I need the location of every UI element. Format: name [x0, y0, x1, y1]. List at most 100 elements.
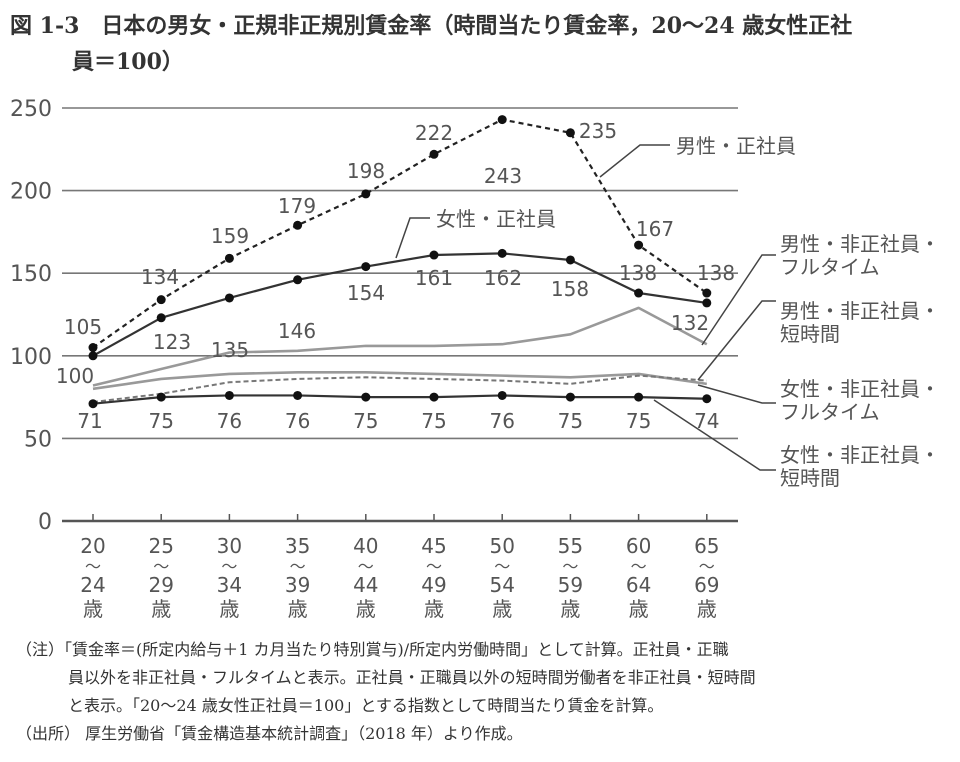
data-point-marker [361, 262, 371, 272]
data-label: 179 [278, 194, 316, 218]
note-label: （注） [16, 640, 65, 659]
x-axis: 20〜24歳25〜29歳30〜34歳35〜39歳40〜44歳45〜49歳50〜5… [80, 514, 720, 621]
legend-label: 男性・非正社員・ [780, 299, 940, 323]
data-label: 146 [278, 319, 316, 343]
data-point-marker [293, 275, 303, 285]
data-label: 75 [626, 409, 651, 433]
figure-title: 図 1-3 日本の男女・正規非正規別賃金率（時間当たり賃金率，20〜24 歳女性… [10, 8, 955, 80]
y-tick-label: 100 [10, 345, 52, 370]
y-tick-label: 50 [24, 427, 52, 452]
data-point-marker [497, 390, 507, 400]
data-point-marker [497, 248, 507, 258]
data-label: 134 [141, 265, 179, 289]
x-tick-label: 〜 [221, 557, 237, 576]
x-tick-label: 54 [489, 573, 514, 597]
data-point-marker [565, 392, 575, 402]
data-label: 135 [211, 338, 249, 362]
legend-label: 男性・非正社員・ [780, 232, 940, 256]
x-tick-label: 歳 [288, 597, 308, 621]
data-label: 154 [347, 281, 385, 305]
data-label: 75 [558, 409, 583, 433]
legend-label: 短時間 [780, 466, 840, 490]
legend-label: 女性・非正社員・ [780, 377, 940, 401]
data-label: 159 [211, 224, 249, 248]
x-tick-label: 〜 [358, 557, 374, 576]
data-point-marker [156, 392, 166, 402]
x-tick-label: 歳 [629, 597, 649, 621]
series-line [92, 306, 708, 387]
legend-leader-line [395, 217, 430, 259]
x-tick-label: 〜 [631, 557, 647, 576]
legend-label: 短時間 [780, 322, 840, 346]
x-tick-label: 歳 [560, 597, 580, 621]
data-point-marker [293, 390, 303, 400]
data-point-marker [565, 128, 575, 138]
x-tick-label: 25 [148, 534, 173, 558]
x-tick-label: 〜 [494, 557, 510, 576]
y-tick-label: 0 [38, 510, 52, 535]
source-text: 厚生労働省「賃金構造基本統計調査」（2018 年）より作成。 [85, 724, 523, 743]
x-tick-label: 34 [217, 573, 242, 597]
x-tick-label: 64 [626, 573, 651, 597]
x-tick-label: 60 [626, 534, 651, 558]
x-tick-label: 45 [421, 534, 446, 558]
data-label: 162 [484, 266, 522, 290]
series-line [92, 252, 707, 357]
y-axis-labels: 0 50 100 150 200 250 [10, 97, 52, 535]
data-point-marker [429, 149, 439, 159]
data-label: 138 [619, 261, 657, 285]
x-tick-label: 〜 [699, 557, 715, 576]
x-tick-label: 49 [421, 573, 446, 597]
data-point-marker [156, 313, 166, 323]
data-label: 198 [347, 159, 385, 183]
legend-label: 男性・正社員 [676, 134, 796, 158]
x-tick-label: 44 [353, 573, 378, 597]
data-point-marker [565, 255, 575, 265]
data-label: 75 [353, 409, 378, 433]
y-tick-label: 250 [10, 97, 52, 122]
data-label: 167 [636, 217, 674, 241]
data-label: 76 [285, 409, 310, 433]
data-label: 158 [551, 277, 589, 301]
y-tick-label: 150 [10, 262, 52, 287]
data-point-marker [224, 253, 234, 263]
notes: （注）「賃金率＝(所定内給与＋1 カ月当たり特別賞与)/所定内労働時間」として計… [16, 636, 956, 748]
data-point-marker [429, 250, 439, 260]
x-tick-label: 50 [489, 534, 514, 558]
data-point-marker [702, 288, 712, 298]
note-text-2: 員以外を非正社員・フルタイムと表示。正社員・正職員以外の短時間労働者を非正社員・… [68, 668, 756, 687]
data-label: 222 [415, 121, 453, 145]
data-point-marker [702, 394, 712, 404]
data-point-marker [361, 392, 371, 402]
y-tick-label: 200 [10, 180, 52, 205]
data-point-marker [88, 399, 98, 409]
data-label: 76 [217, 409, 242, 433]
x-tick-label: 歳 [219, 597, 239, 621]
x-tick-label: 65 [694, 534, 719, 558]
note-text-3: と表示。「20〜24 歳女性正社員＝100」とする指数として時間当たり賃金を計算… [68, 696, 664, 715]
legend-label: フルタイム [780, 400, 880, 424]
x-tick-label: 〜 [426, 557, 442, 576]
data-label: 161 [415, 266, 453, 290]
data-point-marker [156, 295, 166, 305]
x-tick-label: 55 [558, 534, 583, 558]
x-tick-label: 歳 [424, 597, 444, 621]
data-label: 132 [671, 311, 709, 335]
x-tick-label: 30 [217, 534, 242, 558]
figure-title-line1: 図 1-3 日本の男女・正規非正規別賃金率（時間当たり賃金率，20〜24 歳女性… [10, 13, 853, 39]
x-tick-label: 〜 [562, 557, 578, 576]
x-tick-label: 歳 [356, 597, 376, 621]
data-point-marker [429, 392, 439, 402]
data-label: 71 [77, 409, 102, 433]
legend-label: 女性・正社員 [436, 207, 556, 231]
data-label: 100 [56, 364, 94, 388]
legend-leader-line [599, 144, 670, 178]
legend-leader-line [697, 300, 776, 381]
data-point-marker [224, 293, 234, 303]
legend: 男性・正社員女性・正社員男性・非正社員・フルタイム男性・非正社員・短時間女性・非… [395, 134, 940, 490]
x-tick-label: 29 [148, 573, 173, 597]
gridlines [62, 107, 738, 523]
data-point-marker [293, 220, 303, 230]
data-point-marker [634, 288, 644, 298]
data-point-marker [497, 115, 507, 125]
